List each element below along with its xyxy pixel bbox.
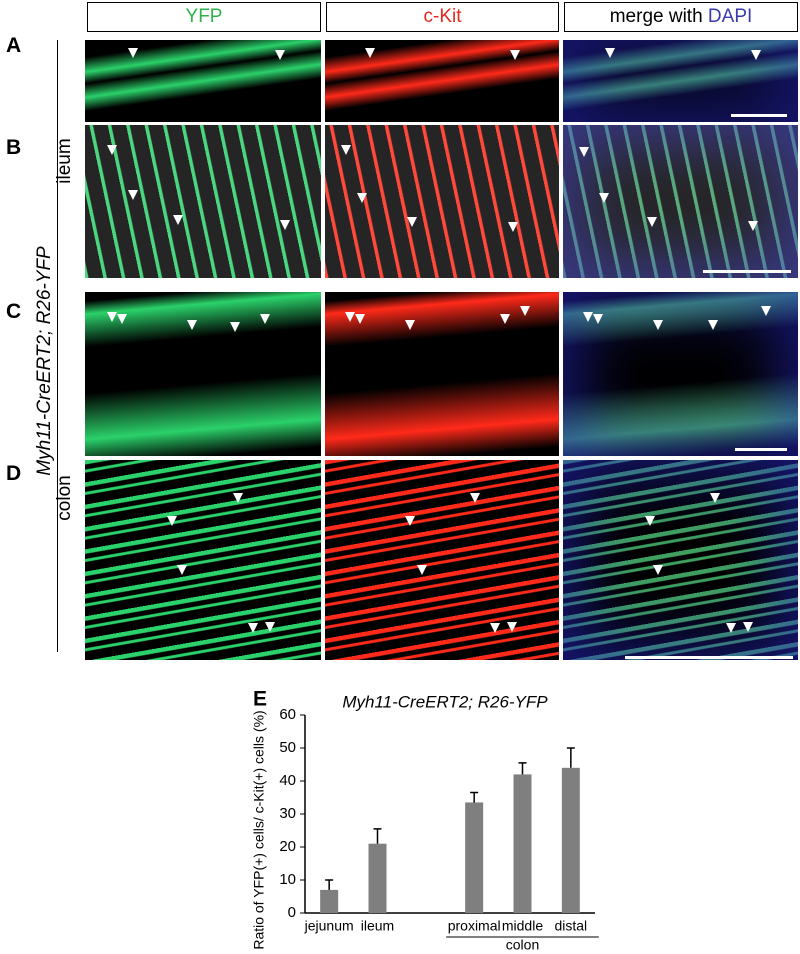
- header-ckit: c-Kit: [326, 2, 559, 32]
- micrograph: [563, 460, 798, 660]
- x-tick-label: proximal: [448, 918, 501, 934]
- micrograph: [325, 40, 559, 122]
- error-bar: [566, 747, 575, 768]
- header-dapi: DAPI: [707, 6, 753, 27]
- micrograph: [325, 292, 559, 456]
- micrograph: [563, 125, 798, 278]
- y-tick-label: 30: [279, 805, 296, 822]
- micrograph: [325, 460, 559, 660]
- micrograph: [85, 292, 321, 456]
- y-tick-label: 0: [288, 904, 296, 921]
- error-bar: [373, 828, 382, 844]
- x-tick-label: jejunum: [304, 918, 354, 934]
- x-tick-label: ileum: [361, 918, 394, 934]
- error-bar: [518, 762, 527, 775]
- bar: [513, 774, 532, 913]
- y-tick-label: 60: [279, 706, 296, 723]
- y-tick-label: 20: [279, 838, 296, 855]
- y-axis-label: Ratio of YFP(+) cells/ c-Kit(+) cells (%…: [251, 710, 267, 949]
- bar: [368, 843, 387, 913]
- error-bar: [325, 879, 334, 890]
- chart-title: Myh11-CreERT2; R26-YFP: [342, 692, 548, 711]
- bar: [320, 889, 339, 913]
- group-label: colon: [506, 937, 539, 953]
- panel-letter: E: [253, 688, 267, 711]
- panel-letter: A: [6, 34, 22, 57]
- micrograph: [85, 125, 321, 278]
- micrograph: [563, 40, 798, 122]
- panel-letter: B: [6, 136, 22, 159]
- bar: [561, 767, 580, 913]
- micrograph: [85, 40, 321, 122]
- side-bracket: [57, 40, 58, 652]
- x-tick-label: distal: [554, 918, 587, 934]
- micrograph: [563, 292, 798, 456]
- micrograph: [325, 125, 559, 278]
- header-merge: merge with DAPI: [564, 2, 798, 32]
- y-tick-label: 40: [279, 772, 296, 789]
- y-tick-label: 50: [279, 739, 296, 756]
- header-yfp: YFP: [87, 2, 321, 32]
- error-bar: [470, 791, 479, 803]
- panel-letter: D: [6, 462, 22, 485]
- y-tick-label: 10: [279, 871, 296, 888]
- header-merge-text: merge with: [609, 6, 703, 27]
- micrograph: [85, 460, 321, 660]
- panel-letter: C: [6, 300, 22, 323]
- x-tick-label: middle: [502, 918, 543, 934]
- bar: [465, 802, 484, 913]
